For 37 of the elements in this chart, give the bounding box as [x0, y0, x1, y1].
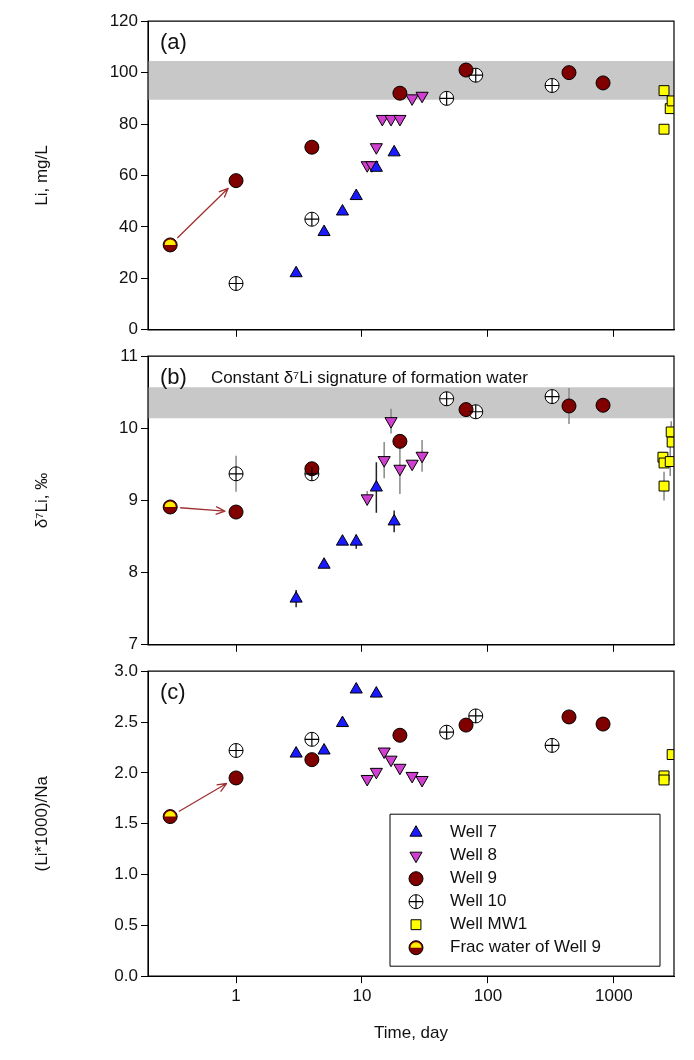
y-tick-label: 10: [119, 418, 138, 438]
y-tick-label: 1.5: [114, 813, 138, 833]
legend-label: Frac water of Well 9: [450, 937, 601, 957]
y-tick-label: 120: [109, 10, 138, 30]
y-tick-label: 0.5: [114, 915, 138, 935]
annotation: (c): [160, 679, 186, 705]
x-tick-label: 1000: [594, 986, 633, 1006]
x-tick-label: 1: [231, 986, 241, 1006]
legend-label: Well MW1: [450, 914, 528, 934]
legend-label: Well 9: [450, 868, 497, 888]
y-tick-label: 60: [119, 165, 138, 185]
x-tick-label: 100: [473, 986, 503, 1006]
y-axis-title: Li, mg/L: [31, 145, 51, 206]
legend-label: Well 10: [450, 891, 507, 911]
x-axis-title: Time, day: [373, 1023, 449, 1043]
y-tick-label: 9: [128, 490, 138, 510]
y-axis-title: δ⁷Li, ‰: [31, 472, 51, 529]
y-tick-label: 0.0: [114, 965, 138, 985]
y-tick-label: 7: [128, 634, 138, 654]
y-tick-label: 20: [119, 268, 138, 288]
y-tick-label: 1.0: [114, 864, 138, 884]
y-tick-label: 40: [119, 216, 138, 236]
annotation: Constant δ⁷Li signature of formation water: [210, 367, 529, 387]
y-tick-label: 11: [120, 345, 138, 365]
y-tick-label: 8: [128, 562, 138, 582]
y-axis-title: (Li*1000)/Na: [31, 775, 51, 872]
x-tick-label: 10: [352, 986, 372, 1006]
y-tick-label: 3.0: [114, 660, 138, 680]
y-tick-label: 0: [128, 319, 138, 339]
annotation: (a): [160, 29, 187, 55]
legend-label: Well 8: [450, 845, 497, 865]
legend-label: Well 7: [450, 822, 497, 842]
annotation: (b): [160, 364, 187, 390]
y-tick-label: 2.5: [114, 711, 138, 731]
y-tick-label: 80: [119, 113, 138, 133]
y-tick-label: 2.0: [114, 762, 138, 782]
y-tick-label: 100: [109, 62, 138, 82]
